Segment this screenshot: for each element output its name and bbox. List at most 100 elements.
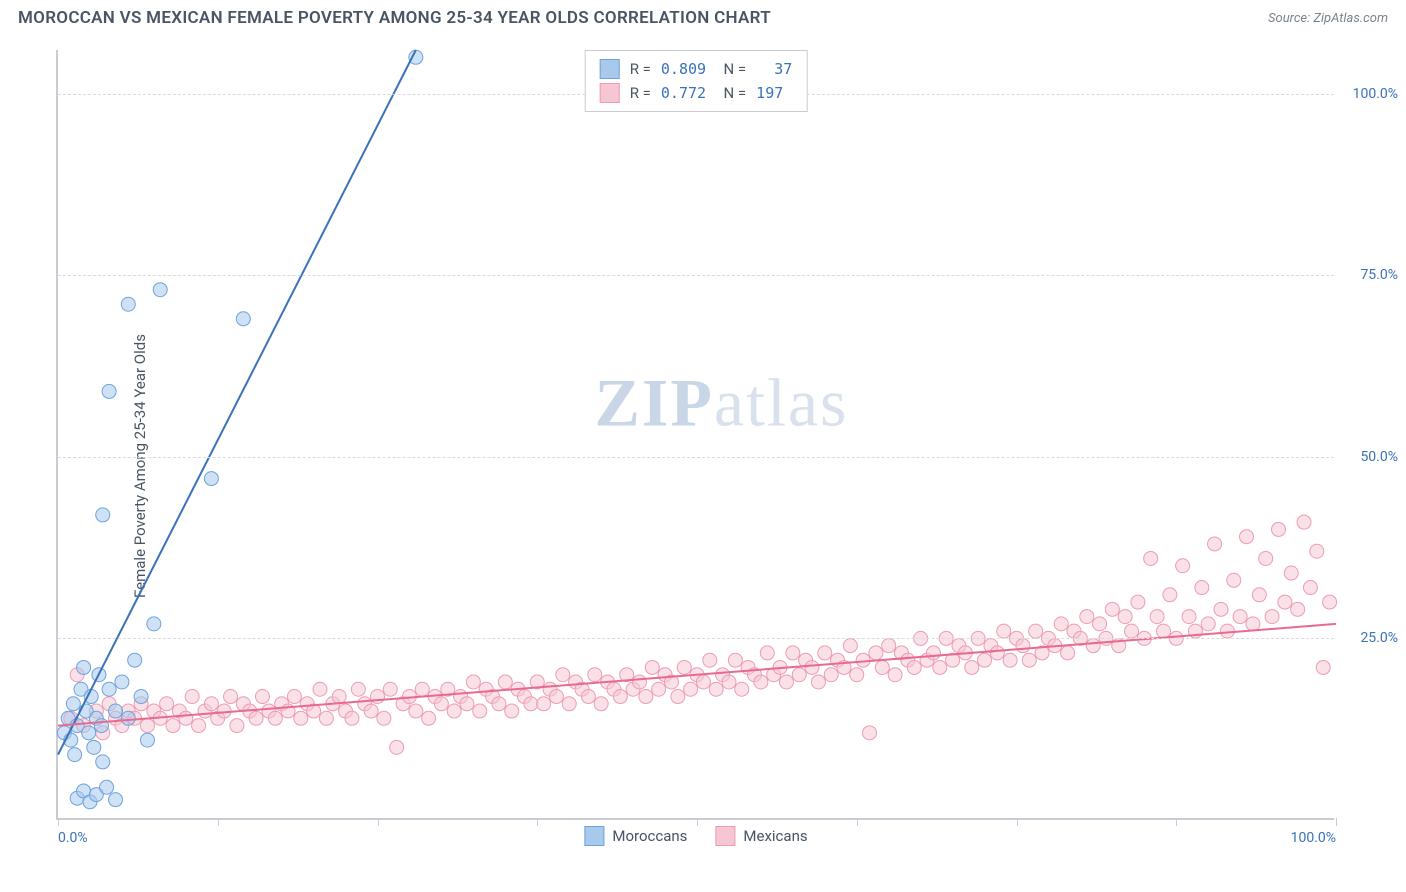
data-point	[786, 646, 800, 660]
data-point	[134, 690, 148, 704]
data-point	[466, 675, 480, 689]
data-point	[1054, 617, 1068, 631]
data-point	[696, 675, 710, 689]
data-point	[87, 740, 101, 754]
gridline-h	[58, 638, 1334, 639]
data-point	[805, 660, 819, 674]
swatch-moroccans-b	[584, 826, 604, 846]
data-point	[556, 668, 570, 682]
data-point	[140, 733, 154, 747]
data-point	[345, 711, 359, 725]
data-point	[68, 748, 82, 762]
data-point	[869, 646, 883, 660]
data-point	[1182, 610, 1196, 624]
data-point	[537, 697, 551, 711]
data-point	[882, 639, 896, 653]
data-point	[818, 646, 832, 660]
data-point	[192, 719, 206, 733]
x-tick	[58, 818, 59, 826]
data-point	[409, 704, 423, 718]
data-point	[613, 690, 627, 704]
data-point	[364, 704, 378, 718]
data-point	[1297, 515, 1311, 529]
data-point	[77, 660, 91, 674]
data-point	[850, 668, 864, 682]
data-point	[96, 508, 110, 522]
x-tick	[1176, 818, 1177, 826]
data-point	[1310, 544, 1324, 558]
data-point	[351, 682, 365, 696]
x-tick	[697, 818, 698, 826]
data-point	[978, 653, 992, 667]
data-point	[383, 682, 397, 696]
data-point	[460, 697, 474, 711]
data-point	[824, 668, 838, 682]
correlation-legend: R = 0.809 N = 37 R = 0.772 N = 197	[585, 50, 808, 112]
data-point	[990, 646, 1004, 660]
data-point	[1125, 624, 1139, 638]
legend-row-mexicans: R = 0.772 N = 197	[600, 81, 793, 105]
data-point	[1316, 660, 1330, 674]
data-point	[811, 675, 825, 689]
data-point	[1131, 595, 1145, 609]
data-point	[185, 690, 199, 704]
data-point	[1214, 602, 1228, 616]
data-point	[434, 697, 448, 711]
data-point	[268, 711, 282, 725]
data-point	[1208, 537, 1222, 551]
data-point	[1303, 581, 1317, 595]
data-point	[287, 690, 301, 704]
x-tick	[1017, 818, 1018, 826]
x-tick	[857, 818, 858, 826]
chart-title: MOROCCAN VS MEXICAN FEMALE POVERTY AMONG…	[18, 8, 771, 28]
data-point	[224, 690, 238, 704]
data-point	[1156, 624, 1170, 638]
data-point	[735, 682, 749, 696]
y-tick-label: 50.0%	[1360, 449, 1398, 465]
data-point	[1022, 653, 1036, 667]
data-point	[153, 283, 167, 297]
data-point	[166, 719, 180, 733]
data-point	[447, 704, 461, 718]
swatch-moroccans	[600, 59, 620, 79]
data-point	[1227, 573, 1241, 587]
data-point	[1029, 624, 1043, 638]
data-point	[965, 660, 979, 674]
scatter-svg	[58, 50, 1334, 818]
trend-line	[58, 50, 416, 755]
data-point	[863, 726, 877, 740]
plot-area: R = 0.809 N = 37 R = 0.772 N = 197 ZIPat…	[56, 50, 1334, 820]
data-point	[562, 697, 576, 711]
data-point	[1144, 551, 1158, 565]
data-point	[677, 660, 691, 674]
data-point	[1240, 530, 1254, 544]
data-point	[66, 697, 80, 711]
x-tick-label: 0.0%	[58, 830, 88, 846]
data-point	[639, 690, 653, 704]
data-point	[505, 704, 519, 718]
data-point	[102, 682, 116, 696]
data-point	[703, 653, 717, 667]
y-tick-label: 75.0%	[1360, 267, 1398, 283]
data-point	[473, 704, 487, 718]
data-point	[1080, 610, 1094, 624]
data-point	[581, 690, 595, 704]
data-point	[524, 697, 538, 711]
data-point	[230, 719, 244, 733]
data-point	[332, 690, 346, 704]
data-point	[84, 690, 98, 704]
data-point	[1105, 602, 1119, 616]
data-point	[204, 697, 218, 711]
legend-item-mexicans: Mexicans	[715, 826, 807, 846]
data-point	[1233, 610, 1247, 624]
data-point	[843, 639, 857, 653]
data-point	[645, 660, 659, 674]
x-tick	[378, 818, 379, 826]
data-point	[1003, 653, 1017, 667]
data-point	[102, 384, 116, 398]
data-point	[115, 675, 129, 689]
data-point	[1252, 588, 1266, 602]
data-point	[1016, 639, 1030, 653]
data-point	[1150, 610, 1164, 624]
data-point	[313, 682, 327, 696]
